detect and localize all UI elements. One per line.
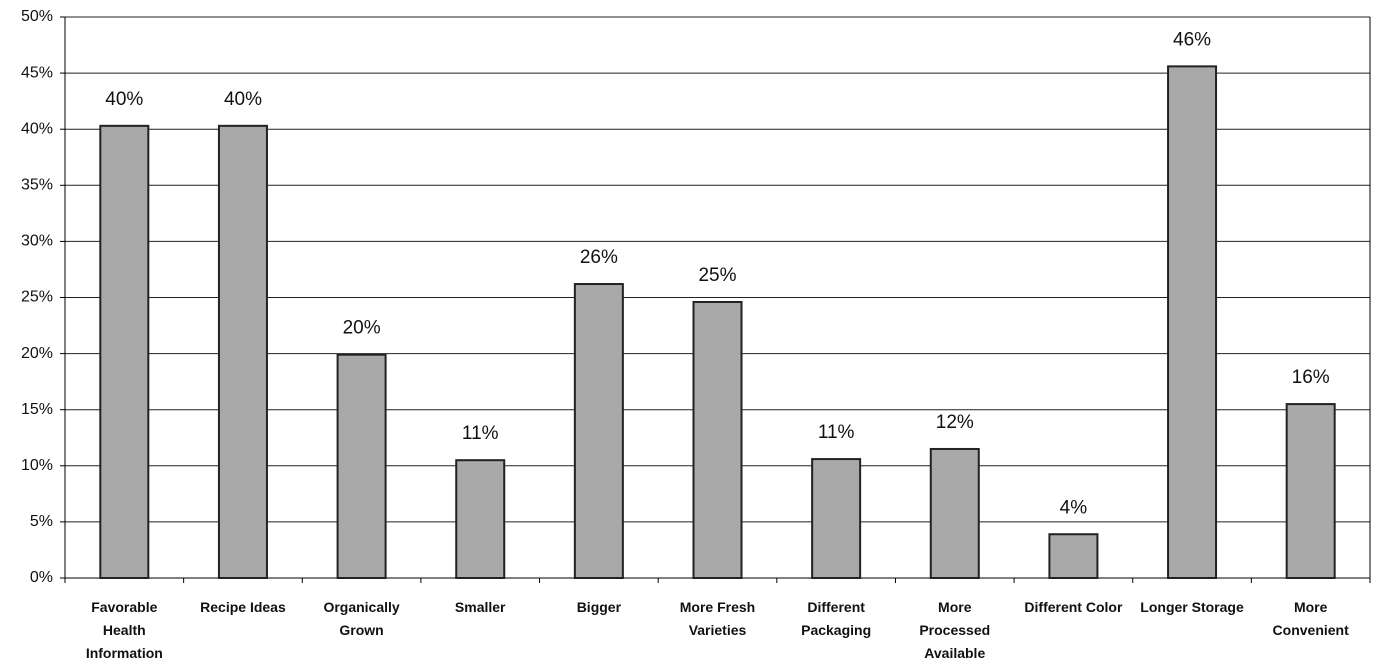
bar [1048, 533, 1099, 580]
value-label: 11% [818, 422, 855, 443]
bar [1167, 65, 1218, 579]
value-label: 11% [462, 423, 499, 444]
y-tick-label: 15% [21, 401, 53, 418]
bar [1285, 403, 1336, 579]
x-tick-label: Different Color [1024, 599, 1123, 615]
x-tick-label: Organically Grown [323, 599, 400, 638]
bar [929, 447, 980, 579]
y-tick-label: 40% [21, 120, 53, 137]
y-tick-label: 30% [21, 233, 53, 250]
value-label: 4% [1060, 497, 1088, 518]
bar [99, 124, 150, 579]
x-tick-label: Smaller [454, 599, 506, 615]
bar [455, 459, 506, 579]
y-tick-label: 25% [21, 289, 53, 306]
x-tick-label: Longer Storage [1140, 599, 1244, 615]
value-label: 40% [105, 89, 143, 110]
bar [573, 283, 624, 579]
y-tick-label: 10% [21, 457, 53, 474]
x-tick-label: More Fresh Varieties [679, 599, 756, 638]
bar [811, 458, 862, 579]
bar [336, 353, 387, 579]
y-tick-label: 45% [21, 64, 53, 81]
value-label: 12% [936, 412, 974, 433]
y-tick-label: 35% [21, 177, 53, 194]
value-label: 46% [1173, 29, 1211, 50]
value-label: 20% [343, 318, 381, 339]
y-tick-label: 5% [30, 513, 53, 530]
bar [217, 124, 268, 579]
x-tick-label: More Convenient [1272, 599, 1349, 638]
y-tick-label: 50% [21, 8, 53, 25]
x-tick-label: Bigger [576, 599, 622, 615]
y-tick-label: 0% [30, 569, 53, 586]
bar [692, 300, 743, 579]
x-tick-label: Recipe Ideas [200, 599, 286, 615]
value-label: 26% [580, 247, 618, 268]
value-label: 16% [1292, 367, 1330, 388]
x-tick-label: Favorable Health Information [85, 599, 163, 661]
x-tick-label: More Processed Available [919, 599, 991, 661]
value-label: 40% [224, 89, 262, 110]
y-tick-label: 20% [21, 345, 53, 362]
value-label: 25% [698, 265, 736, 286]
x-tick-label: Different Packaging [801, 599, 872, 638]
